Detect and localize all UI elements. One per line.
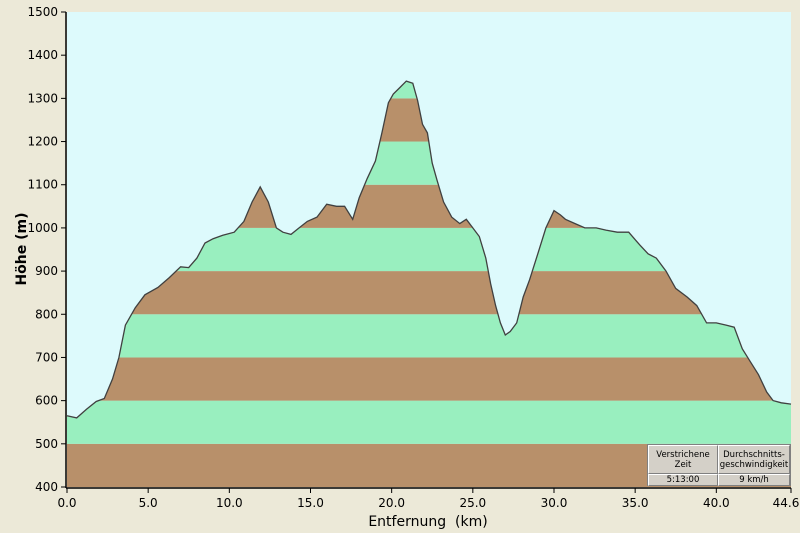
y-tick-label: 700 bbox=[35, 350, 58, 364]
x-tick-label: 25.0 bbox=[459, 496, 486, 510]
x-tick-label: 35.0 bbox=[622, 496, 649, 510]
y-tick-label: 1200 bbox=[27, 135, 58, 149]
y-tick-label: 600 bbox=[35, 394, 58, 408]
x-tick-label: 15.0 bbox=[297, 496, 324, 510]
y-axis-title: Höhe (m) bbox=[14, 212, 30, 285]
elevation-band bbox=[67, 314, 791, 358]
y-tick-label: 400 bbox=[35, 480, 58, 494]
x-tick-label: 40.0 bbox=[703, 496, 730, 510]
avg-speed-header: Durchschnitts-geschwindigkeit bbox=[718, 445, 790, 474]
x-tick-label: 10.0 bbox=[216, 496, 243, 510]
y-axis-ticks: 400 500 600 700 800 900 1000 1100 1200 1300 1400 15… bbox=[27, 5, 66, 494]
x-tick-label: 44.6 bbox=[773, 496, 800, 510]
y-tick-label: 1100 bbox=[27, 178, 58, 192]
x-tick-label: 0.0 bbox=[57, 496, 76, 510]
elapsed-time-header: Verstrichene Zeit bbox=[648, 445, 718, 474]
elevation-band bbox=[67, 400, 791, 444]
y-tick-label: 900 bbox=[35, 264, 58, 278]
x-tick-label: 20.0 bbox=[378, 496, 405, 510]
avg-speed-value: 9 km/h bbox=[718, 474, 790, 486]
stats-table: Verstrichene Zeit Durchschnitts-geschwin… bbox=[647, 444, 791, 486]
axes bbox=[65, 12, 791, 489]
elevation-band bbox=[67, 357, 791, 401]
y-tick-label: 1400 bbox=[27, 48, 58, 62]
y-tick-label: 1300 bbox=[27, 91, 58, 105]
y-tick-label: 800 bbox=[35, 307, 58, 321]
y-tick-label: 1000 bbox=[27, 221, 58, 235]
x-tick-label: 30.0 bbox=[541, 496, 568, 510]
elevation-profile-line bbox=[66, 80, 792, 419]
x-axis-ticks: 0.0 5.0 10.0 15.0 20.0 25.0 30.0 35.0 40.0 44.6 bbox=[57, 488, 799, 510]
y-tick-label: 1500 bbox=[27, 5, 58, 19]
y-tick-label: 500 bbox=[35, 437, 58, 451]
elapsed-time-value: 5:13:00 bbox=[648, 474, 718, 486]
x-axis-title: Entfernung (km) bbox=[368, 514, 487, 530]
x-tick-label: 5.0 bbox=[139, 496, 158, 510]
